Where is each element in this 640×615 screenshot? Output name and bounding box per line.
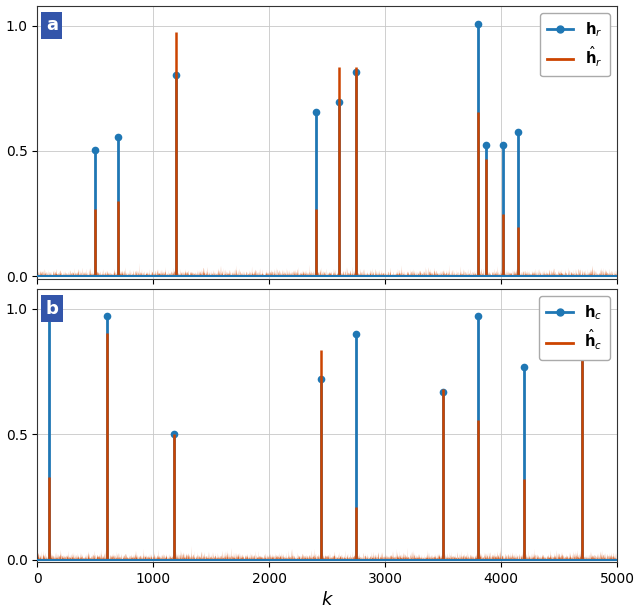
- Text: b: b: [46, 300, 59, 318]
- Legend: $\mathbf{h}_r$, $\hat{\mathbf{h}}_r$: $\mathbf{h}_r$, $\hat{\mathbf{h}}_r$: [540, 13, 610, 76]
- Legend: $\mathbf{h}_c$, $\hat{\mathbf{h}}_c$: $\mathbf{h}_c$, $\hat{\mathbf{h}}_c$: [539, 296, 610, 360]
- Text: a: a: [46, 17, 58, 34]
- X-axis label: $k$: $k$: [321, 592, 333, 609]
